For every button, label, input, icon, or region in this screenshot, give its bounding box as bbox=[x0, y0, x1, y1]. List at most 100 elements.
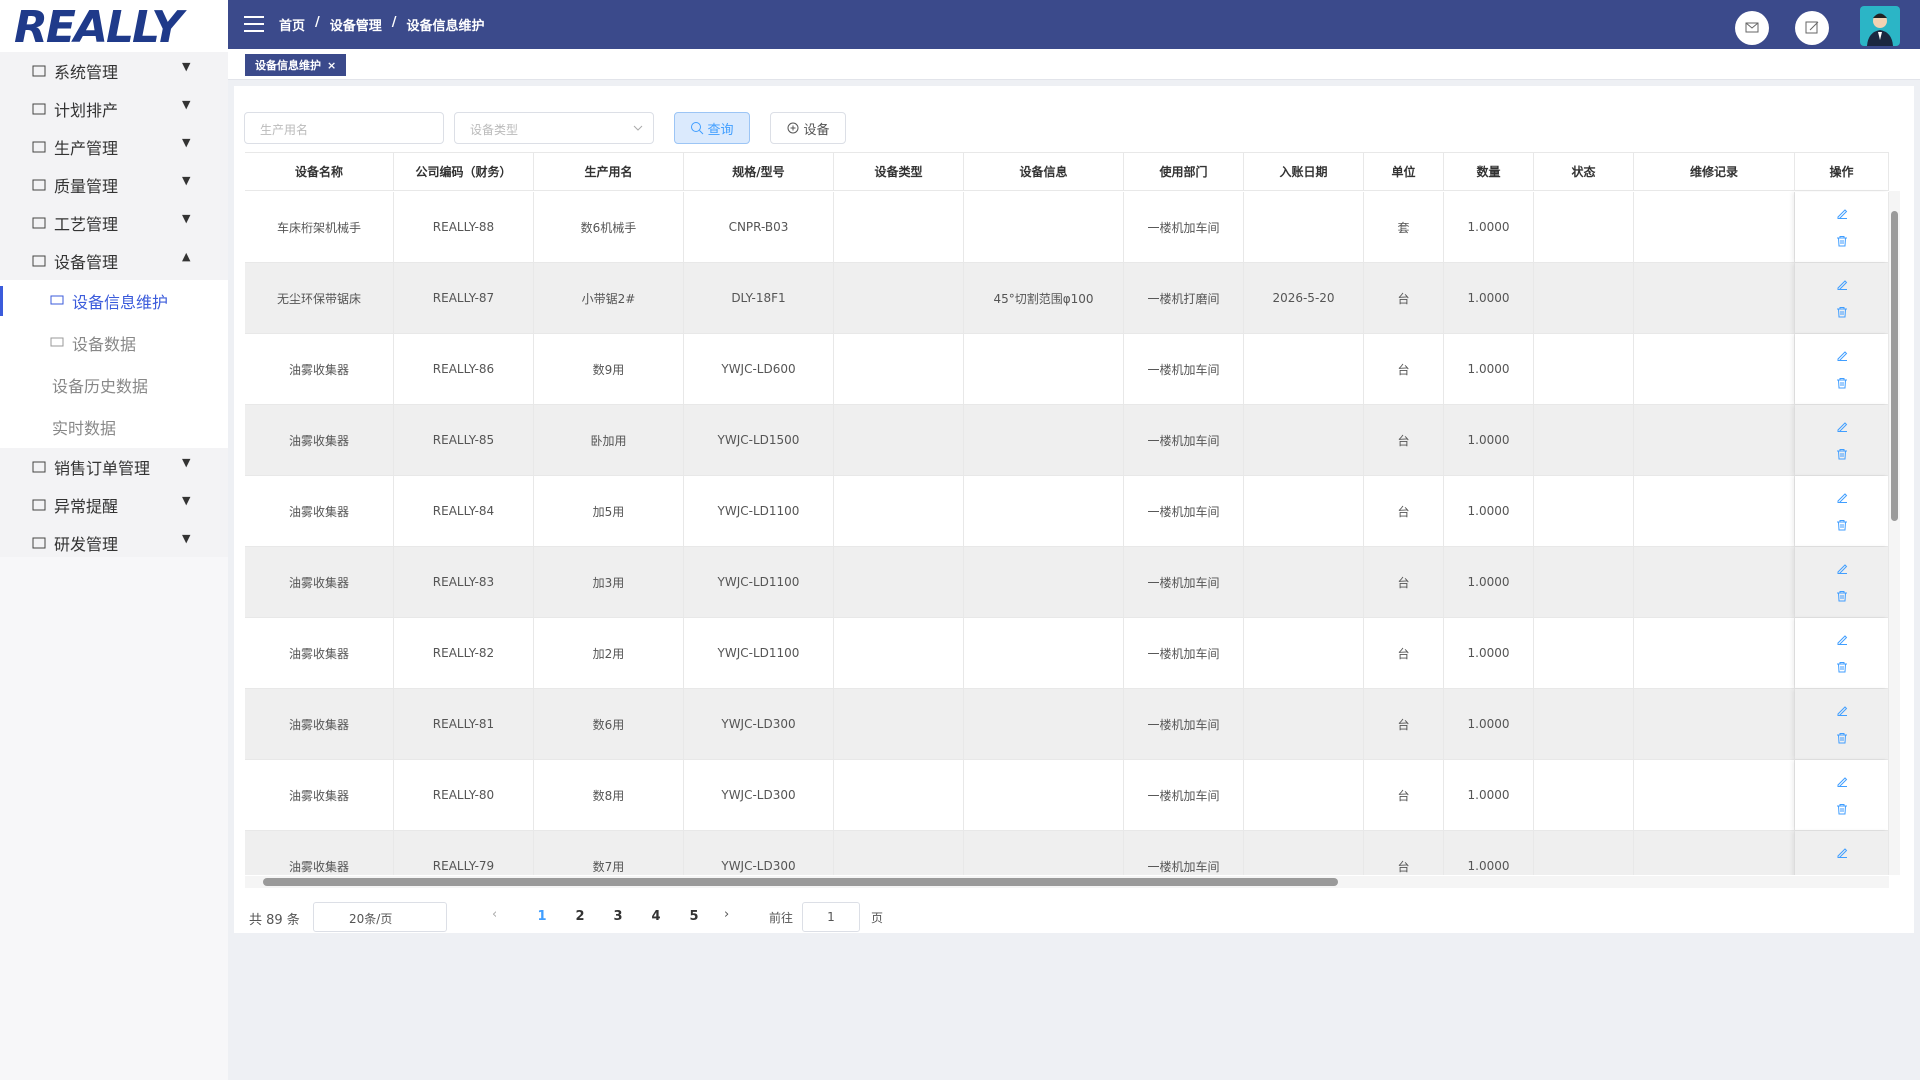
avatar[interactable] bbox=[1860, 6, 1900, 46]
breadcrumb: 首页 / 设备管理 / 设备信息维护 bbox=[279, 15, 485, 34]
vertical-scrollbar[interactable] bbox=[1889, 191, 1900, 875]
menu-item[interactable]: 工艺管理 ▼ bbox=[0, 204, 228, 242]
table-cell: 台 bbox=[1364, 618, 1444, 688]
delete-icon[interactable] bbox=[1836, 732, 1848, 744]
delete-icon[interactable] bbox=[1836, 661, 1848, 673]
add-label: 设备 bbox=[803, 122, 830, 138]
table-cell bbox=[1244, 689, 1364, 759]
message-button[interactable] bbox=[1734, 10, 1770, 46]
edit-icon[interactable] bbox=[1836, 349, 1848, 361]
page-number[interactable]: 2 bbox=[575, 909, 585, 924]
menu-arrow: ▼ bbox=[182, 60, 191, 73]
table-cell bbox=[1534, 405, 1634, 475]
table-cell bbox=[1634, 760, 1795, 830]
prev-page[interactable]: ‹ bbox=[492, 907, 498, 922]
table-cell: YWJC-LD600 bbox=[684, 334, 834, 404]
delete-icon[interactable] bbox=[1836, 803, 1848, 815]
menu: 系统管理 ▼ 计划排产 ▼ 生产管理 ▼ 质量管理 ▼ 工艺管理 ▼ 设备管理 ▲ 设备信息维护 设备数据… bbox=[0, 52, 228, 557]
page-number[interactable]: 3 bbox=[613, 909, 623, 924]
delete-icon[interactable] bbox=[1836, 448, 1848, 460]
type-placeholder: 设备类型 bbox=[470, 123, 519, 137]
table-row: 油雾收集器 REALLY-83 加3用 YWJC-LD1100 一楼机加车间 台 1.000… bbox=[245, 547, 1889, 618]
table-cell bbox=[1244, 760, 1364, 830]
table-cell: 1.0000 bbox=[1444, 547, 1534, 617]
add-button[interactable]: 设备 bbox=[770, 112, 846, 144]
menu-item[interactable]: 销售订单管理 ▼ bbox=[0, 448, 228, 486]
table-cell bbox=[1244, 618, 1364, 688]
action-cell bbox=[1795, 476, 1889, 546]
page-number[interactable]: 1 bbox=[537, 909, 547, 924]
search-button[interactable]: 查询 bbox=[674, 112, 750, 144]
menu-item[interactable]: 异常提醒 ▼ bbox=[0, 486, 228, 524]
table-row: 油雾收集器 REALLY-82 加2用 YWJC-LD1100 一楼机加车间 台 1.000… bbox=[245, 618, 1889, 689]
delete-icon[interactable] bbox=[1836, 874, 1848, 875]
table-cell: 1.0000 bbox=[1444, 334, 1534, 404]
table-cell bbox=[1634, 831, 1795, 875]
table-cell: YWJC-LD300 bbox=[684, 760, 834, 830]
table-cell bbox=[1534, 334, 1634, 404]
submenu-item[interactable]: 设备信息维护 bbox=[0, 280, 228, 322]
table-cell: 1.0000 bbox=[1444, 405, 1534, 475]
tab-bar: 设备信息维护 × bbox=[228, 49, 1920, 80]
menu-arrow: ▲ bbox=[182, 250, 191, 263]
edit-icon[interactable] bbox=[1836, 420, 1848, 432]
name-input[interactable]: 生产用名 bbox=[244, 112, 444, 144]
page-size-select[interactable]: 20条/页 bbox=[313, 902, 447, 932]
table-cell: 油雾收集器 bbox=[245, 831, 394, 875]
table-cell bbox=[1634, 192, 1795, 262]
menu-icon bbox=[32, 537, 46, 549]
edit-icon[interactable] bbox=[1836, 846, 1848, 858]
table-cell bbox=[834, 192, 964, 262]
tab[interactable]: 设备信息维护 × bbox=[245, 54, 347, 76]
table-cell: 台 bbox=[1364, 831, 1444, 875]
column-header: 设备名称 bbox=[245, 153, 394, 190]
menu-item[interactable]: 计划排产 ▼ bbox=[0, 90, 228, 128]
active-indicator bbox=[0, 286, 3, 316]
table-cell: 油雾收集器 bbox=[245, 405, 394, 475]
tab-close[interactable]: × bbox=[327, 58, 337, 72]
goto-input[interactable]: 1 bbox=[802, 902, 860, 932]
breadcrumb-item[interactable]: 首页 bbox=[279, 19, 306, 34]
horizontal-scrollbar[interactable] bbox=[245, 876, 1889, 888]
menu-item[interactable]: 系统管理 ▼ bbox=[0, 52, 228, 90]
delete-icon[interactable] bbox=[1836, 519, 1848, 531]
page-number[interactable]: 5 bbox=[689, 909, 699, 924]
breadcrumb-item[interactable]: 设备管理 bbox=[329, 19, 382, 34]
table-row: 油雾收集器 REALLY-84 加5用 YWJC-LD1100 一楼机加车间 台 1.000… bbox=[245, 476, 1889, 547]
menu-arrow: ▼ bbox=[182, 136, 191, 149]
delete-icon[interactable] bbox=[1836, 377, 1848, 389]
menu-item[interactable]: 质量管理 ▼ bbox=[0, 166, 228, 204]
menu-toggle[interactable] bbox=[244, 15, 264, 33]
submenu-item[interactable]: 实时数据 bbox=[0, 406, 228, 448]
next-page[interactable]: › bbox=[724, 907, 730, 922]
edit-icon[interactable] bbox=[1836, 278, 1848, 290]
table-cell bbox=[1244, 831, 1364, 875]
type-select[interactable]: 设备类型 bbox=[454, 112, 654, 144]
edit-button[interactable] bbox=[1794, 10, 1830, 46]
action-cell bbox=[1795, 547, 1889, 617]
menu-item[interactable]: 生产管理 ▼ bbox=[0, 128, 228, 166]
table-cell bbox=[964, 334, 1124, 404]
menu-item[interactable]: 设备管理 ▲ bbox=[0, 242, 228, 280]
delete-icon[interactable] bbox=[1836, 590, 1848, 602]
delete-icon[interactable] bbox=[1836, 235, 1848, 247]
action-cell bbox=[1795, 618, 1889, 688]
table-cell: YWJC-LD1100 bbox=[684, 476, 834, 546]
edit-icon[interactable] bbox=[1836, 775, 1848, 787]
table-cell bbox=[964, 547, 1124, 617]
submenu-item[interactable]: 设备历史数据 bbox=[0, 364, 228, 406]
breadcrumb-item[interactable]: 设备信息维护 bbox=[406, 19, 485, 34]
table-cell bbox=[1534, 192, 1634, 262]
edit-icon[interactable] bbox=[1836, 207, 1848, 219]
edit-icon[interactable] bbox=[1836, 704, 1848, 716]
logo-area: REALLY bbox=[0, 0, 228, 53]
edit-icon[interactable] bbox=[1836, 491, 1848, 503]
menu-item[interactable]: 研发管理 ▼ bbox=[0, 524, 228, 562]
edit-icon[interactable] bbox=[1836, 633, 1848, 645]
edit-icon[interactable] bbox=[1836, 562, 1848, 574]
table-cell: YWJC-LD1100 bbox=[684, 547, 834, 617]
table-cell bbox=[1534, 263, 1634, 333]
submenu-item[interactable]: 设备数据 bbox=[0, 322, 228, 364]
delete-icon[interactable] bbox=[1836, 306, 1848, 318]
page-number[interactable]: 4 bbox=[651, 909, 661, 924]
